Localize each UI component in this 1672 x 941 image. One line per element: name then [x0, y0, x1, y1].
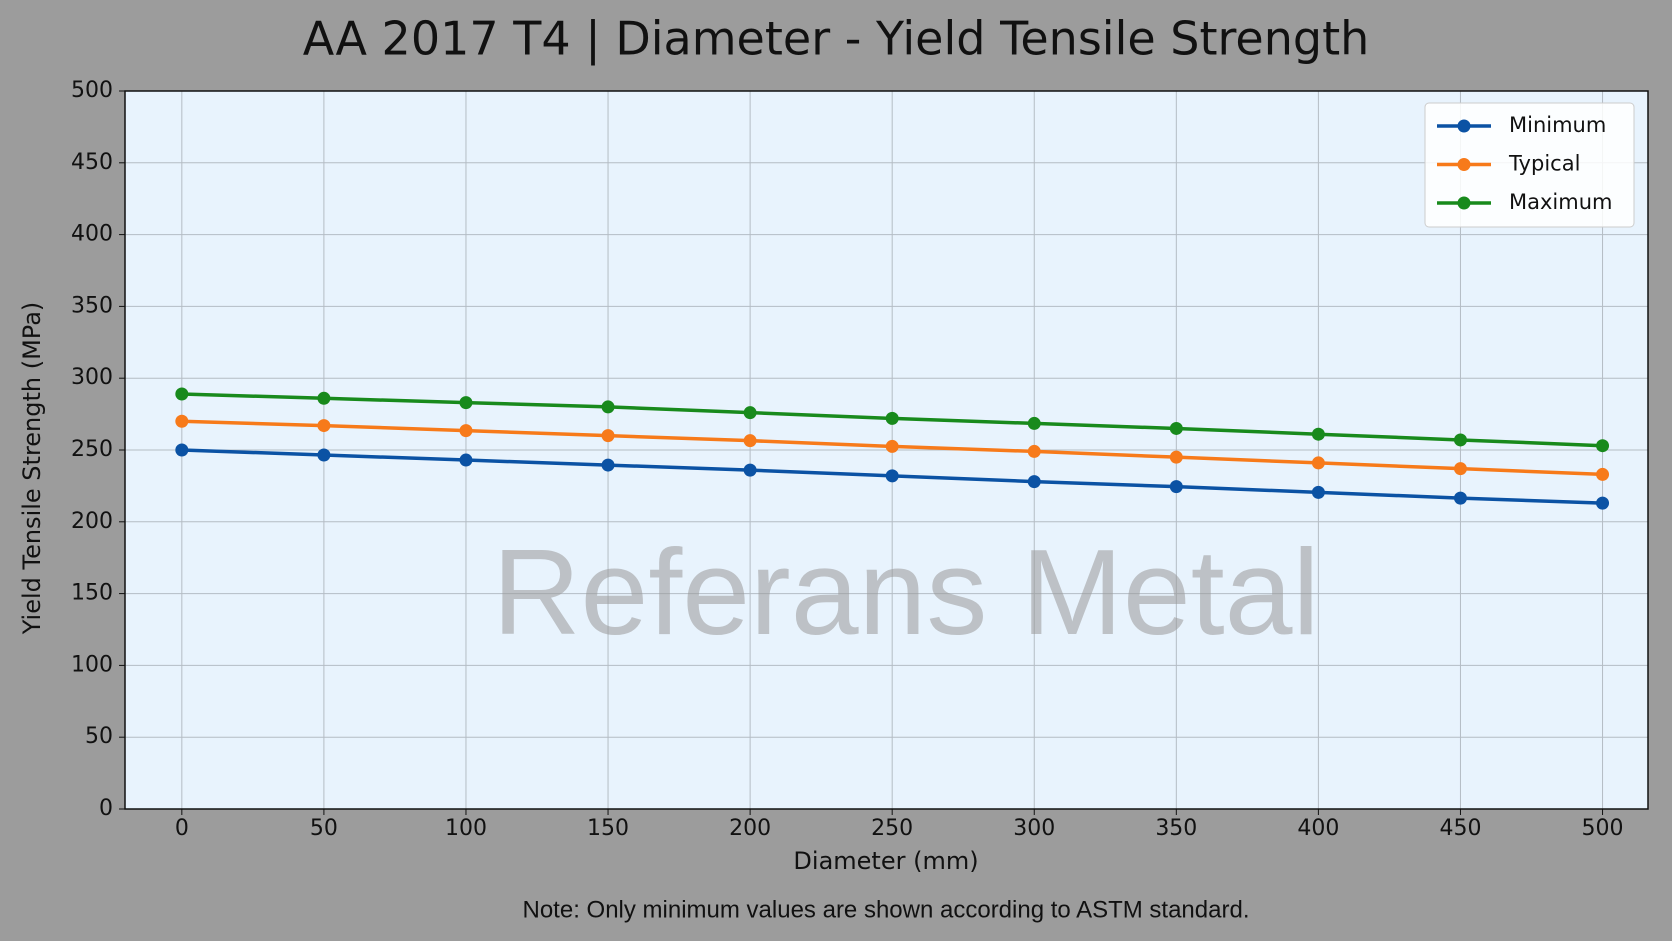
data-point	[885, 439, 899, 453]
data-point	[459, 396, 473, 410]
y-tick-label: 350	[71, 293, 113, 318]
data-point	[1596, 467, 1610, 481]
x-tick-label: 150	[587, 816, 629, 841]
x-tick-label: 400	[1297, 816, 1339, 841]
x-tick-label: 50	[310, 816, 338, 841]
data-point	[743, 434, 757, 448]
x-tick-label: 450	[1439, 816, 1481, 841]
data-point	[1027, 475, 1041, 489]
data-point	[1027, 416, 1041, 430]
data-point	[459, 453, 473, 467]
x-tick-label: 250	[871, 816, 913, 841]
x-tick-label: 200	[729, 816, 771, 841]
legend-label: Typical	[1508, 152, 1580, 176]
x-tick-label: 100	[445, 816, 487, 841]
data-point	[1311, 456, 1325, 470]
legend-label: Maximum	[1509, 190, 1612, 214]
data-point	[1169, 450, 1183, 464]
legend-marker	[1457, 158, 1471, 171]
data-point	[175, 443, 189, 457]
legend-marker	[1457, 119, 1471, 133]
x-axis-label: Diameter (mm)	[793, 847, 978, 875]
y-tick-label: 300	[71, 365, 113, 390]
y-tick-label: 500	[71, 78, 113, 103]
y-tick-label: 100	[71, 652, 113, 677]
x-tick-label: 350	[1155, 816, 1197, 841]
data-point	[1596, 496, 1610, 510]
data-point	[1453, 491, 1467, 505]
data-point	[601, 429, 615, 443]
data-point	[601, 458, 615, 472]
data-point	[885, 411, 899, 425]
data-point	[317, 448, 331, 462]
x-tick-label: 500	[1582, 816, 1624, 841]
legend-box	[1424, 102, 1635, 228]
legend-label: Minimum	[1509, 113, 1606, 137]
y-tick-label: 150	[71, 581, 113, 606]
data-point	[743, 463, 757, 477]
watermark: Referans Metal	[492, 524, 1319, 660]
y-tick-label: 50	[85, 724, 113, 749]
data-point	[601, 400, 615, 414]
series-layer	[175, 387, 1610, 510]
data-point	[1453, 433, 1467, 447]
data-point	[1169, 480, 1183, 494]
legend-marker	[1457, 196, 1471, 210]
y-axis-label: Yield Tensile Strength (MPa)	[18, 302, 46, 636]
data-point	[317, 419, 331, 433]
note: Note: Only minimum values are shown acco…	[523, 896, 1250, 923]
y-tick-label: 400	[71, 222, 113, 247]
y-tick-label: 450	[71, 150, 113, 175]
data-point	[1311, 427, 1325, 441]
data-point	[1453, 462, 1467, 476]
data-point	[175, 414, 189, 428]
y-tick-label: 200	[71, 509, 113, 534]
data-point	[1027, 444, 1041, 458]
data-point	[743, 406, 757, 420]
x-tick-label: 300	[1013, 816, 1055, 841]
chart-title: AA 2017 T4 | Diameter - Yield Tensile St…	[303, 12, 1370, 67]
data-point	[459, 424, 473, 438]
y-tick-label: 0	[99, 796, 113, 821]
data-point	[317, 391, 331, 405]
data-point	[1311, 485, 1325, 499]
y-tick-label: 250	[71, 437, 113, 462]
data-point	[885, 469, 899, 483]
data-point	[175, 387, 189, 401]
x-tick-label: 0	[175, 816, 189, 841]
data-point	[1596, 439, 1610, 453]
data-point	[1169, 421, 1183, 435]
